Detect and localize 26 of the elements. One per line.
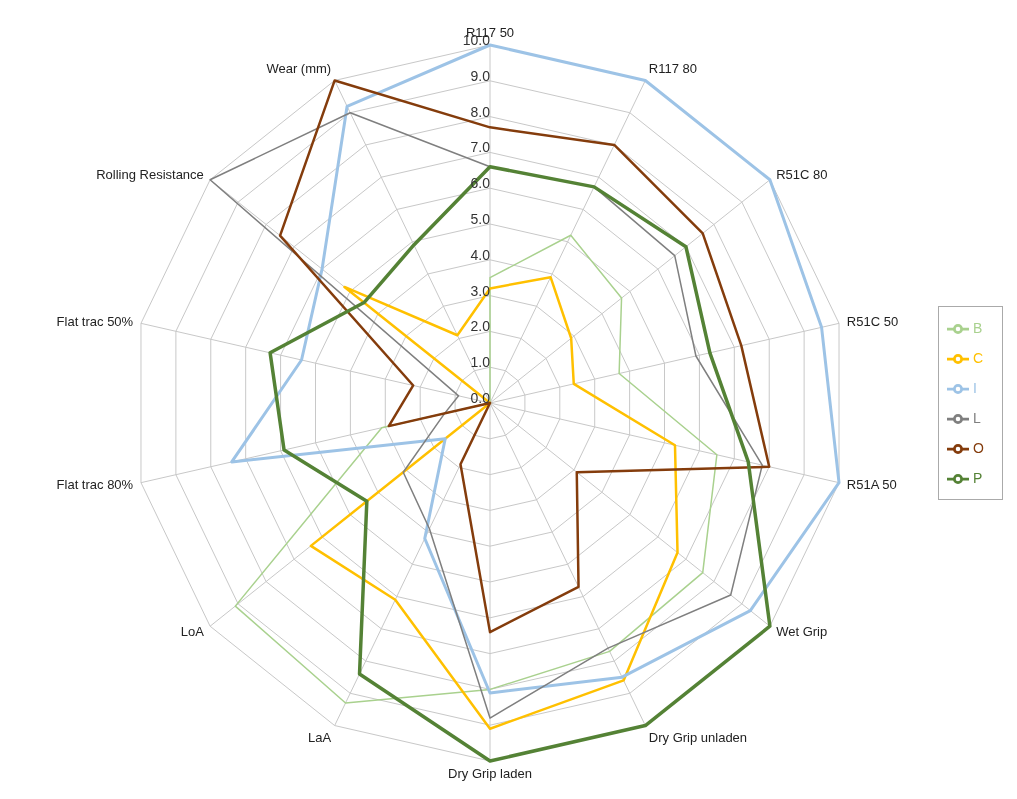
legend-label: I — [973, 380, 977, 396]
spoke-label: Wet Grip — [776, 623, 828, 639]
spoke-label: Dry Grip laden — [448, 766, 532, 782]
spoke-label: LaA — [308, 729, 332, 745]
legend-label: C — [973, 350, 984, 366]
y-tick-label: 4.0 — [470, 246, 491, 263]
y-tick-label: 8.0 — [470, 103, 491, 120]
spoke-label: R117 80 — [648, 61, 697, 77]
legend-label: P — [973, 470, 983, 486]
spoke-label: Dry Grip unladen — [648, 729, 748, 745]
legend-label: L — [973, 410, 981, 426]
spoke-label: R51A 50 — [846, 477, 897, 493]
legend-label: B — [973, 320, 983, 336]
y-tick-label: 1.0 — [470, 354, 491, 371]
y-tick-label: 5.0 — [470, 211, 491, 227]
spoke-label: Wear (mm) — [266, 61, 332, 77]
y-tick-label: 2.0 — [470, 318, 491, 335]
spoke-label: Rolling Resistance — [96, 167, 204, 183]
legend-label: O — [973, 440, 984, 456]
y-tick-label: 7.0 — [470, 139, 491, 156]
spoke-label: Flat trac 50% — [56, 314, 134, 330]
spoke-label: R51C 80 — [776, 167, 828, 183]
spoke-label: Flat trac 80% — [56, 477, 134, 493]
spoke-label: R51C 50 — [846, 314, 899, 330]
spoke-label: LoA — [180, 623, 205, 639]
y-tick-label: 9.0 — [470, 67, 491, 84]
